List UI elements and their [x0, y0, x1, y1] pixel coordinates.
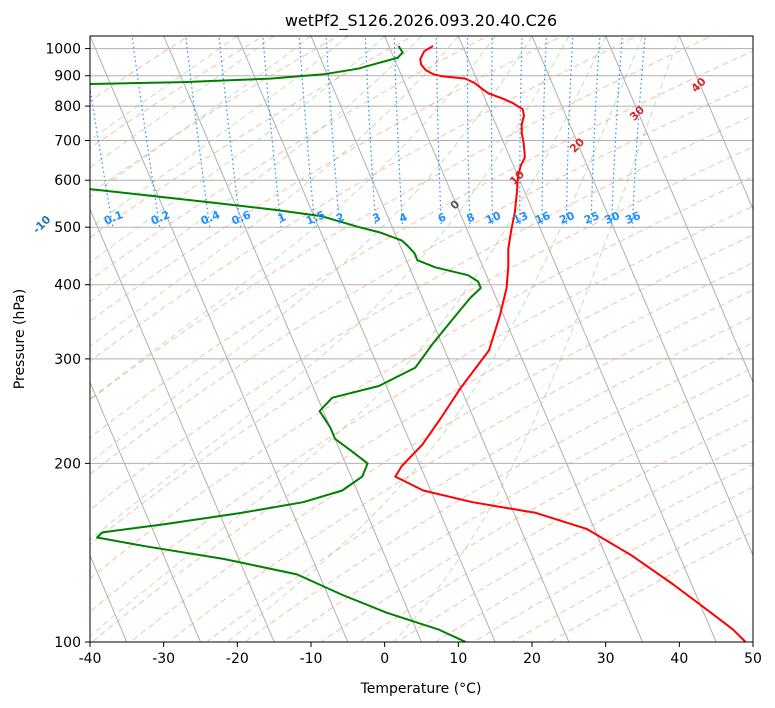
mixing-ratio-line	[298, 36, 316, 228]
x-tick-label: -10	[300, 651, 323, 667]
mixing-ratio-line	[435, 36, 442, 228]
dry-adiabat-line	[129, 262, 753, 642]
axis-ticks: -40 -30 -20 -10 0 10 20 30 40 50 100 200 300 400 500 60…	[45, 42, 762, 667]
isotherm-line	[678, 36, 753, 211]
x-tick-label: 50	[744, 651, 762, 667]
temperature-profile	[394, 45, 747, 642]
dry-adiabat-line	[90, 36, 564, 322]
dry-adiabat-line	[90, 36, 340, 195]
isotherm-line	[605, 36, 753, 384]
dry-adiabat-line	[90, 115, 753, 511]
mixing-ratio-label: 13	[511, 209, 530, 227]
dry-adiabat-line	[90, 36, 414, 239]
y-tick-label: 700	[54, 133, 81, 149]
mixing-ratio-line	[131, 36, 161, 228]
dewpoint-profile	[90, 45, 482, 642]
mixing-ratio-line	[325, 36, 341, 228]
mixing-ratio-label: 1	[276, 211, 288, 226]
x-tick-label: 10	[449, 651, 467, 667]
mixing-ratio-label: 10	[484, 209, 503, 227]
isotherm-line	[90, 36, 349, 642]
dry-adiabat-line	[91, 234, 753, 642]
y-tick-label: 900	[54, 69, 81, 85]
isotherm-line	[310, 36, 570, 642]
mixing-ratio-line	[519, 36, 523, 228]
mixing-ratio-line	[490, 36, 494, 228]
mixing-ratio-label: 20	[557, 209, 576, 227]
dry-adiabat-line	[320, 392, 753, 642]
y-tick-label: 200	[54, 456, 81, 472]
line-labels: 0.10.20.40.611.52346810131620253036-100-…	[30, 75, 709, 237]
x-axis-label: Temperature (°C)	[360, 681, 482, 697]
moist-adiabat-line	[90, 36, 459, 348]
y-axis-label: Pressure (hPa)	[12, 289, 28, 389]
mixing-ratio-label: 2	[334, 211, 346, 226]
mixing-ratio-line	[610, 36, 624, 228]
mixing-ratio-line	[393, 36, 404, 228]
y-tick-label: 400	[54, 278, 81, 294]
mixing-ratio-label: 30	[603, 209, 622, 227]
isotherm-line	[90, 381, 202, 642]
dry-adiabat-line	[244, 342, 753, 642]
moist-adiabat-line	[90, 36, 570, 541]
mixing-ratio-line	[218, 36, 242, 228]
background-lines	[90, 36, 753, 642]
x-tick-label: -20	[226, 651, 249, 667]
mixing-ratio-line	[466, 36, 471, 228]
isotherm-line	[457, 36, 717, 642]
mixing-ratio-line	[364, 36, 377, 228]
mixing-ratio-label: 3	[371, 211, 383, 226]
mixing-ratio-label: 36	[623, 209, 642, 227]
y-tick-label: 800	[54, 99, 81, 115]
plot-frame	[89, 35, 754, 643]
mixing-ratio-label: 8	[465, 211, 477, 226]
dry-adiabat-line	[90, 176, 753, 580]
y-tick-label: 100	[54, 635, 81, 651]
moist-adiabat-line	[393, 36, 680, 642]
mixing-ratio-line	[541, 36, 547, 228]
profile-series	[90, 45, 747, 642]
x-tick-label: 40	[670, 651, 688, 667]
mixing-ratio-line	[631, 36, 646, 228]
dry-adiabat-line	[90, 36, 265, 149]
mixing-ratio-line	[262, 36, 282, 228]
y-tick-label: 600	[54, 173, 81, 189]
dry-adiabat-line	[205, 316, 753, 642]
dry-adiabat-line	[90, 50, 753, 439]
mixing-ratio-line	[185, 36, 211, 228]
mixing-ratio-label: 25	[582, 209, 601, 227]
isotherm-line	[236, 36, 496, 642]
moist-adiabat-line	[90, 36, 607, 637]
mixing-ratio-line	[565, 36, 574, 228]
isotherm-line	[90, 554, 128, 642]
y-tick-label: 300	[54, 352, 81, 368]
moist-adiabat-line	[90, 36, 533, 464]
x-tick-label: -40	[79, 651, 102, 667]
isotherm-line	[163, 36, 423, 642]
x-tick-label: 20	[523, 651, 541, 667]
chart-title: wetPf2_S126.2026.093.20.40.C26	[285, 11, 557, 31]
dry-adiabat-line	[90, 36, 489, 281]
isotherm-line	[531, 36, 753, 557]
mixing-ratio-line	[590, 36, 601, 228]
dry-adiabat-line	[90, 146, 753, 546]
mixing-ratio-label: 16	[533, 209, 552, 227]
moist-adiabat-line	[90, 36, 386, 264]
x-tick-label: 0	[380, 651, 389, 667]
x-tick-label: -30	[152, 651, 175, 667]
y-tick-label: 1000	[45, 42, 81, 58]
x-tick-label: 30	[597, 651, 615, 667]
moist-adiabat-line	[227, 36, 643, 642]
y-tick-label: 500	[54, 220, 81, 236]
